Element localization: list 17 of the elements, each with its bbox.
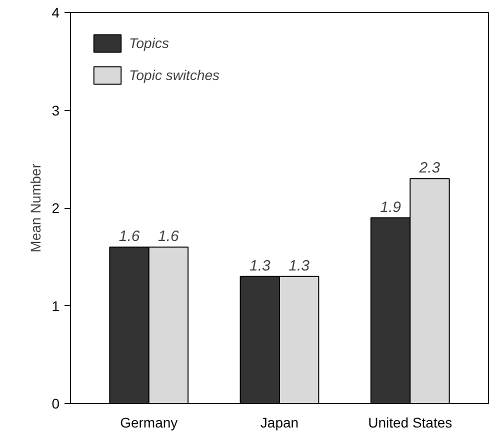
x-tick-label: Germany <box>120 414 178 430</box>
y-tick-label: 4 <box>52 4 60 20</box>
y-tick-label: 0 <box>52 396 60 412</box>
y-tick-label: 1 <box>52 298 60 314</box>
data-label: 1.6 <box>118 228 140 246</box>
y-tick-label: 3 <box>52 102 60 118</box>
legend-label: Topic switches <box>129 67 220 83</box>
data-label: 2.3 <box>418 160 441 177</box>
data-label: 1.3 <box>249 257 271 274</box>
y-axis-title: Mean Number <box>28 163 44 252</box>
x-tick-label: Japan <box>260 414 299 430</box>
data-label: 1.9 <box>380 198 402 216</box>
legend-label: Topics <box>129 35 169 51</box>
data-label: 1.3 <box>288 257 310 274</box>
y-tick-label: 2 <box>52 200 60 216</box>
data-label: 1.6 <box>158 228 180 246</box>
x-tick-label: United States <box>368 414 452 430</box>
